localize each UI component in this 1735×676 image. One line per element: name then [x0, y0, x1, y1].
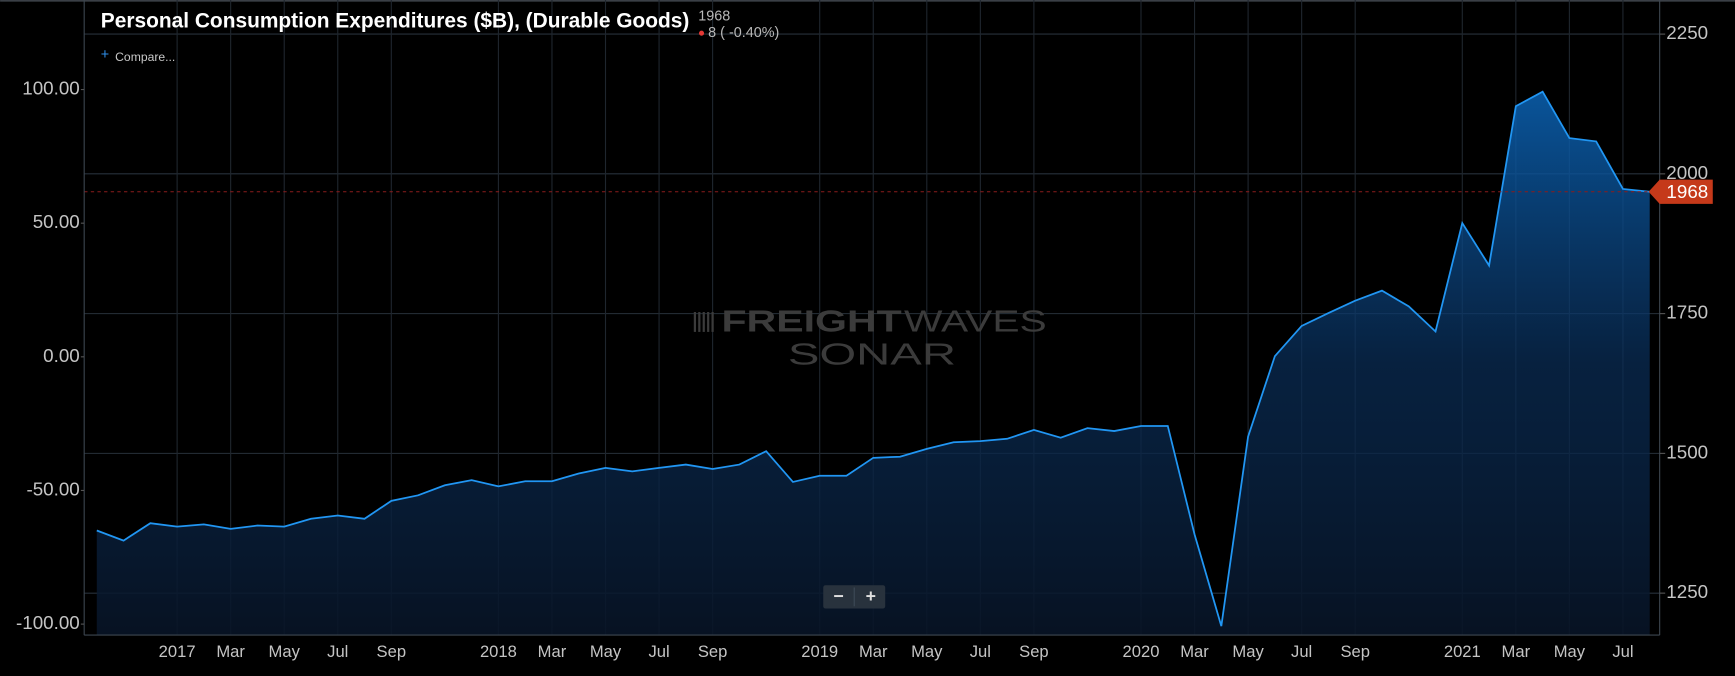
y-tick-label: 1750	[1666, 302, 1708, 323]
x-tick-label: 2018	[480, 642, 517, 661]
x-tick-label: 2017	[159, 642, 196, 661]
x-tick-label: Mar	[1502, 642, 1531, 661]
x-tick-label: Jul	[1612, 642, 1633, 661]
x-tick-label: Mar	[859, 642, 888, 661]
last-value-badge	[1648, 179, 1713, 204]
x-tick-label: 2019	[801, 642, 838, 661]
x-tick-label: May	[590, 642, 622, 661]
watermark-text: SONAR	[788, 336, 956, 371]
area	[96, 91, 1650, 636]
y2-tick-label: 0.00	[43, 345, 80, 366]
x-tick-label: 2020	[1123, 642, 1160, 661]
y2-tick-label: 100.00	[22, 78, 79, 99]
zoom-in-button[interactable]: +	[866, 586, 876, 606]
y2-tick-label: -50.00	[26, 478, 79, 499]
x-tick-label: Sep	[1019, 642, 1049, 661]
x-tick-label: May	[911, 642, 943, 661]
line	[96, 90, 1650, 627]
compare-icon[interactable]: +	[101, 47, 109, 63]
x-tick-label: May	[1554, 642, 1586, 661]
watermark: FREIGHT WAVES SONAR	[693, 303, 1047, 371]
zoom-out-button[interactable]: −	[834, 586, 844, 606]
y-tick-label: 2000	[1666, 162, 1708, 183]
x-tick-label: Jul	[327, 642, 348, 661]
y-tick-label: 1250	[1666, 581, 1708, 602]
x-tick-label: Mar	[1180, 642, 1209, 661]
x-tick-label: Sep	[698, 642, 728, 661]
watermark-icon	[693, 312, 714, 332]
y2-tick-label: -100.00	[16, 612, 80, 633]
y-tick-label: 1500	[1666, 441, 1708, 462]
watermark-text: FREIGHT	[721, 303, 901, 338]
chart-title: Personal Consumption Expenditures ($B), …	[101, 10, 690, 33]
y-tick-label: 2250	[1666, 22, 1708, 43]
x-tick-label: Jul	[648, 642, 669, 661]
watermark-text: WAVES	[904, 303, 1047, 338]
change-label: 8 ( -0.40%)	[708, 25, 779, 41]
x-tick-label: May	[269, 642, 301, 661]
zoom-controls: − +	[823, 585, 886, 609]
y2-tick-label: 50.00	[33, 211, 80, 232]
x-tick-label: Jul	[1291, 642, 1312, 661]
x-tick-label: Mar	[216, 642, 245, 661]
x-tick-label: 2021	[1444, 642, 1481, 661]
x-tick-label: Sep	[377, 642, 407, 661]
x-tick-label: Jul	[970, 642, 991, 661]
last-value: 1968	[698, 8, 730, 24]
last-value-badge-label: 1968	[1666, 181, 1708, 202]
x-tick-label: Sep	[1340, 642, 1370, 661]
change-indicator	[698, 30, 705, 36]
x-tick-label: May	[1232, 642, 1264, 661]
compare-button[interactable]: Compare...	[115, 50, 175, 64]
x-tick-label: Mar	[538, 642, 567, 661]
top-border	[0, 0, 1735, 2]
